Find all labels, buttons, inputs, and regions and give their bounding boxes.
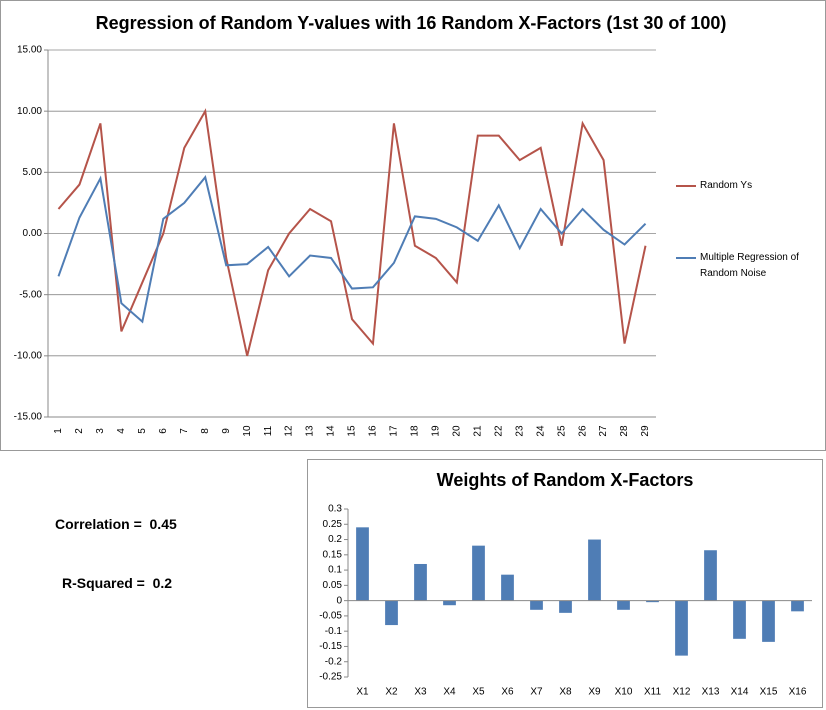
x-tick-label: X5	[472, 687, 485, 698]
y-tick-label: 0.25	[323, 519, 343, 530]
x-tick-label: 5	[137, 428, 148, 434]
bar	[675, 600, 688, 656]
x-tick-label: 22	[493, 425, 504, 437]
legend-label: Random Ys	[700, 180, 753, 191]
y-tick-label: 0.2	[328, 534, 342, 545]
x-tick-label: X7	[530, 687, 543, 698]
y-tick-label: 0.1	[328, 565, 342, 576]
bar	[472, 545, 485, 601]
bar	[733, 600, 746, 639]
x-tick-label: X11	[644, 687, 661, 698]
x-tick-label: X12	[673, 687, 691, 698]
x-tick-label: X10	[615, 687, 633, 698]
x-tick-label: 27	[598, 425, 609, 437]
y-tick-label: -0.05	[319, 611, 342, 622]
x-tick-label: 12	[284, 425, 295, 437]
bar	[530, 600, 543, 610]
x-tick-label: X15	[760, 687, 778, 698]
x-tick-label: 6	[158, 428, 169, 434]
bar	[791, 600, 804, 612]
x-tick-label: 1	[53, 428, 64, 434]
bar	[588, 539, 601, 601]
x-tick-label: X13	[702, 687, 720, 698]
bar	[443, 600, 456, 606]
x-tick-label: 26	[577, 425, 588, 437]
bar	[385, 600, 398, 626]
bar	[356, 527, 369, 601]
x-tick-label: 2	[74, 428, 85, 434]
x-tick-label: 13	[305, 425, 316, 437]
x-tick-label: 28	[619, 425, 630, 437]
x-tick-label: 24	[535, 425, 546, 437]
chart-border	[0, 0, 826, 451]
x-tick-label: 10	[242, 425, 253, 437]
r-squared: R-Squared = 0.2	[62, 575, 173, 591]
x-tick-label: X2	[385, 687, 398, 698]
y-tick-label: 0.3	[328, 504, 342, 515]
series-line	[57, 175, 647, 324]
bar	[762, 600, 775, 642]
x-tick-label: 17	[389, 425, 400, 437]
x-tick-label: 8	[200, 428, 211, 434]
y-tick-label: 10.00	[17, 106, 42, 117]
y-tick-label: 0.00	[23, 228, 43, 239]
x-tick-label: 4	[116, 428, 127, 434]
x-tick-label: 25	[556, 425, 567, 437]
x-tick-label: X4	[443, 687, 456, 698]
chart-title: Regression of Random Y-values with 16 Ra…	[96, 13, 727, 33]
x-tick-label: X8	[559, 687, 572, 698]
x-tick-label: 7	[179, 428, 190, 434]
x-tick-label: 9	[221, 428, 232, 434]
y-tick-label: -5.00	[19, 289, 42, 300]
x-tick-label: X16	[789, 687, 807, 698]
y-tick-label: 15.00	[17, 45, 42, 56]
bar-chart: Weights of Random X-Factors -0.25 -0.2 -0.…	[307, 459, 823, 708]
bar	[414, 563, 427, 601]
bar	[617, 600, 630, 610]
bar	[704, 550, 717, 601]
legend-label: Multiple Regression of Random Noise	[700, 252, 799, 279]
y-tick-label: -0.2	[325, 656, 343, 667]
y-tick-label: -10.00	[14, 350, 43, 361]
x-tick-label: X1	[356, 687, 369, 698]
y-tick-label: -0.15	[319, 641, 342, 652]
x-tick-label: 14	[326, 425, 337, 437]
correlation: Correlation = 0.45	[55, 516, 177, 532]
x-tick-label: 20	[451, 425, 462, 437]
y-tick-label: 0	[336, 595, 342, 606]
bar	[501, 574, 514, 601]
y-tick-label: 0.15	[323, 549, 343, 560]
x-tick-label: X9	[588, 687, 601, 698]
y-tick-label: 5.00	[23, 167, 43, 178]
x-tick-label: 15	[347, 425, 358, 437]
y-tick-label: 0.05	[323, 580, 343, 591]
bar	[559, 600, 572, 613]
x-tick-label: 21	[472, 425, 483, 437]
x-tick-label: 18	[410, 425, 421, 437]
x-tick-label: 11	[263, 425, 274, 436]
x-tick-label: 29	[640, 425, 651, 437]
y-tick-label: -0.25	[319, 672, 342, 683]
y-tick-label: -0.1	[325, 626, 343, 637]
x-tick-label: 16	[368, 425, 379, 437]
x-tick-label: X14	[731, 687, 749, 698]
line-chart: Regression of Random Y-values with 16 Ra…	[0, 0, 826, 451]
x-tick-label: X3	[414, 687, 427, 698]
bar	[646, 600, 659, 603]
chart-title: Weights of Random X-Factors	[437, 470, 694, 490]
y-tick-label: -15.00	[14, 412, 43, 423]
x-tick-label: X6	[501, 687, 514, 698]
x-tick-label: 19	[431, 425, 442, 437]
x-tick-label: 3	[95, 428, 106, 434]
x-tick-label: 23	[514, 425, 525, 437]
chart-border	[307, 459, 823, 708]
